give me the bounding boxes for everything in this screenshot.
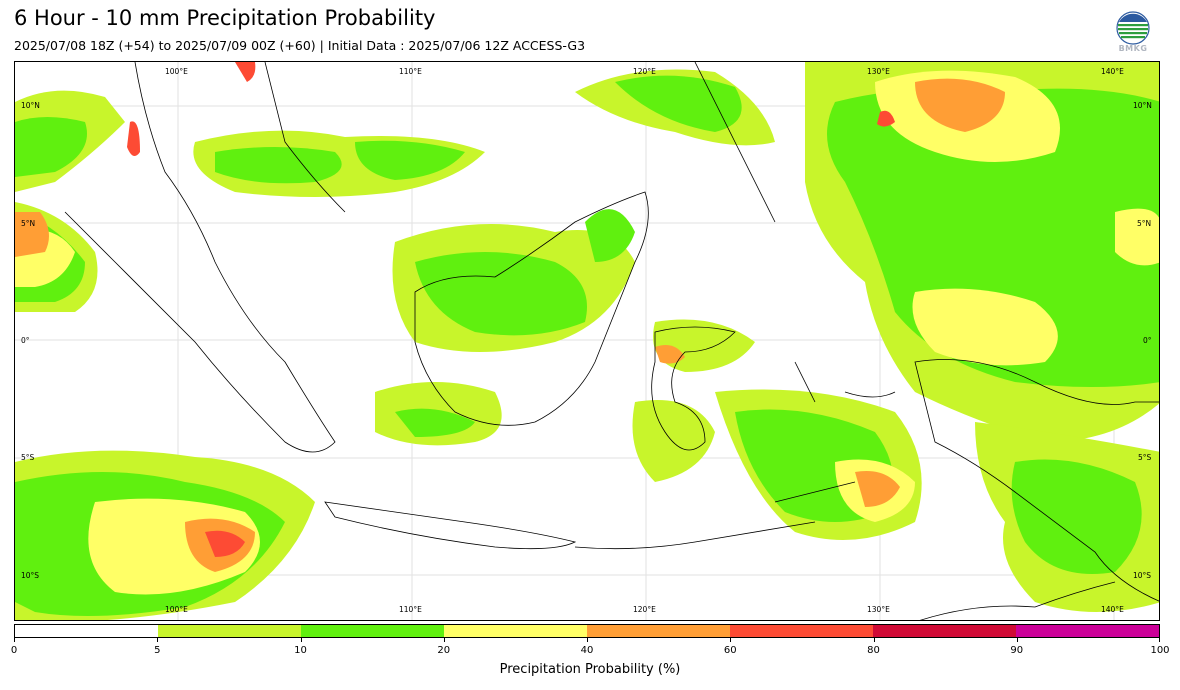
map-panel[interactable]: 100°E 110°E 120°E 130°E 140°E 100°E 110°… [14, 61, 1160, 621]
lon-label-top: 100°E [165, 67, 188, 76]
lat-label-left: 0° [21, 336, 30, 345]
colorbar-tick-label: 80 [867, 645, 880, 656]
lat-label-right: 10°S [1133, 571, 1152, 580]
logo-text: BMKG [1118, 44, 1148, 53]
colorbar-tick-label: 10 [294, 645, 307, 656]
colorbar-bin [158, 625, 301, 637]
colorbar-tick [300, 638, 302, 642]
colorbar-title: Precipitation Probability (%) [499, 662, 681, 677]
colorbar-tick-label: 40 [580, 645, 594, 656]
lat-label-left: 10°S [21, 571, 40, 580]
colorbar-bin [1016, 625, 1159, 637]
lon-label-bottom: 120°E [633, 605, 656, 614]
lat-label-left: 5°N [21, 219, 36, 228]
lon-label-bottom: 100°E [165, 605, 188, 614]
colorbar-tick [1016, 638, 1018, 642]
lon-label-top: 120°E [633, 67, 656, 76]
colorbar-tick [14, 638, 15, 642]
lon-label-bottom: 110°E [399, 605, 422, 614]
colorbar-tick [157, 638, 159, 642]
precip-20-40 [15, 70, 1159, 595]
colorbar-tick [587, 638, 588, 642]
colorbar-bin [15, 625, 158, 637]
colorbar-bin [730, 625, 873, 637]
colorbar-tick [1159, 638, 1160, 642]
lat-label-right: 5°N [1137, 219, 1152, 228]
lon-label-top: 110°E [399, 67, 422, 76]
lat-label-left: 10°N [21, 101, 40, 110]
colorbar-tick [730, 638, 732, 642]
lat-label-right: 0° [1143, 336, 1152, 345]
colorbar-tick [443, 638, 445, 642]
colorbar-tick-label: 0 [10, 645, 18, 656]
map-subtitle: 2025/07/08 18Z (+54) to 2025/07/09 00Z (… [14, 38, 586, 53]
colorbar-tick-label: 90 [1010, 645, 1024, 656]
colorbar-bin [301, 625, 444, 637]
lat-label-left: 5°S [21, 453, 35, 462]
lon-label-top: 140°E [1101, 67, 1124, 76]
colorbar-bin [873, 625, 1016, 637]
bmkg-logo [1116, 11, 1150, 45]
lon-label-bottom: 140°E [1101, 605, 1124, 614]
colorbar-bin [444, 625, 587, 637]
lat-label-right: 10°N [1133, 101, 1152, 110]
colorbar-tick-label: 60 [723, 645, 737, 656]
colorbar [14, 624, 1160, 638]
lat-label-right: 5°S [1138, 453, 1152, 462]
lon-label-bottom: 130°E [867, 605, 890, 614]
colorbar-tick-label: 5 [154, 645, 161, 656]
colorbar-tick-label: 100 [1150, 645, 1170, 656]
precipitation-map [15, 62, 1159, 620]
coastlines [64, 62, 1159, 620]
colorbar-tick [873, 638, 875, 642]
precip-60-80 [127, 62, 895, 557]
lon-label-top: 130°E [867, 67, 890, 76]
map-title: 6 Hour - 10 mm Precipitation Probability [14, 6, 436, 30]
colorbar-bin [587, 625, 730, 637]
colorbar-tick-label: 20 [437, 645, 451, 656]
